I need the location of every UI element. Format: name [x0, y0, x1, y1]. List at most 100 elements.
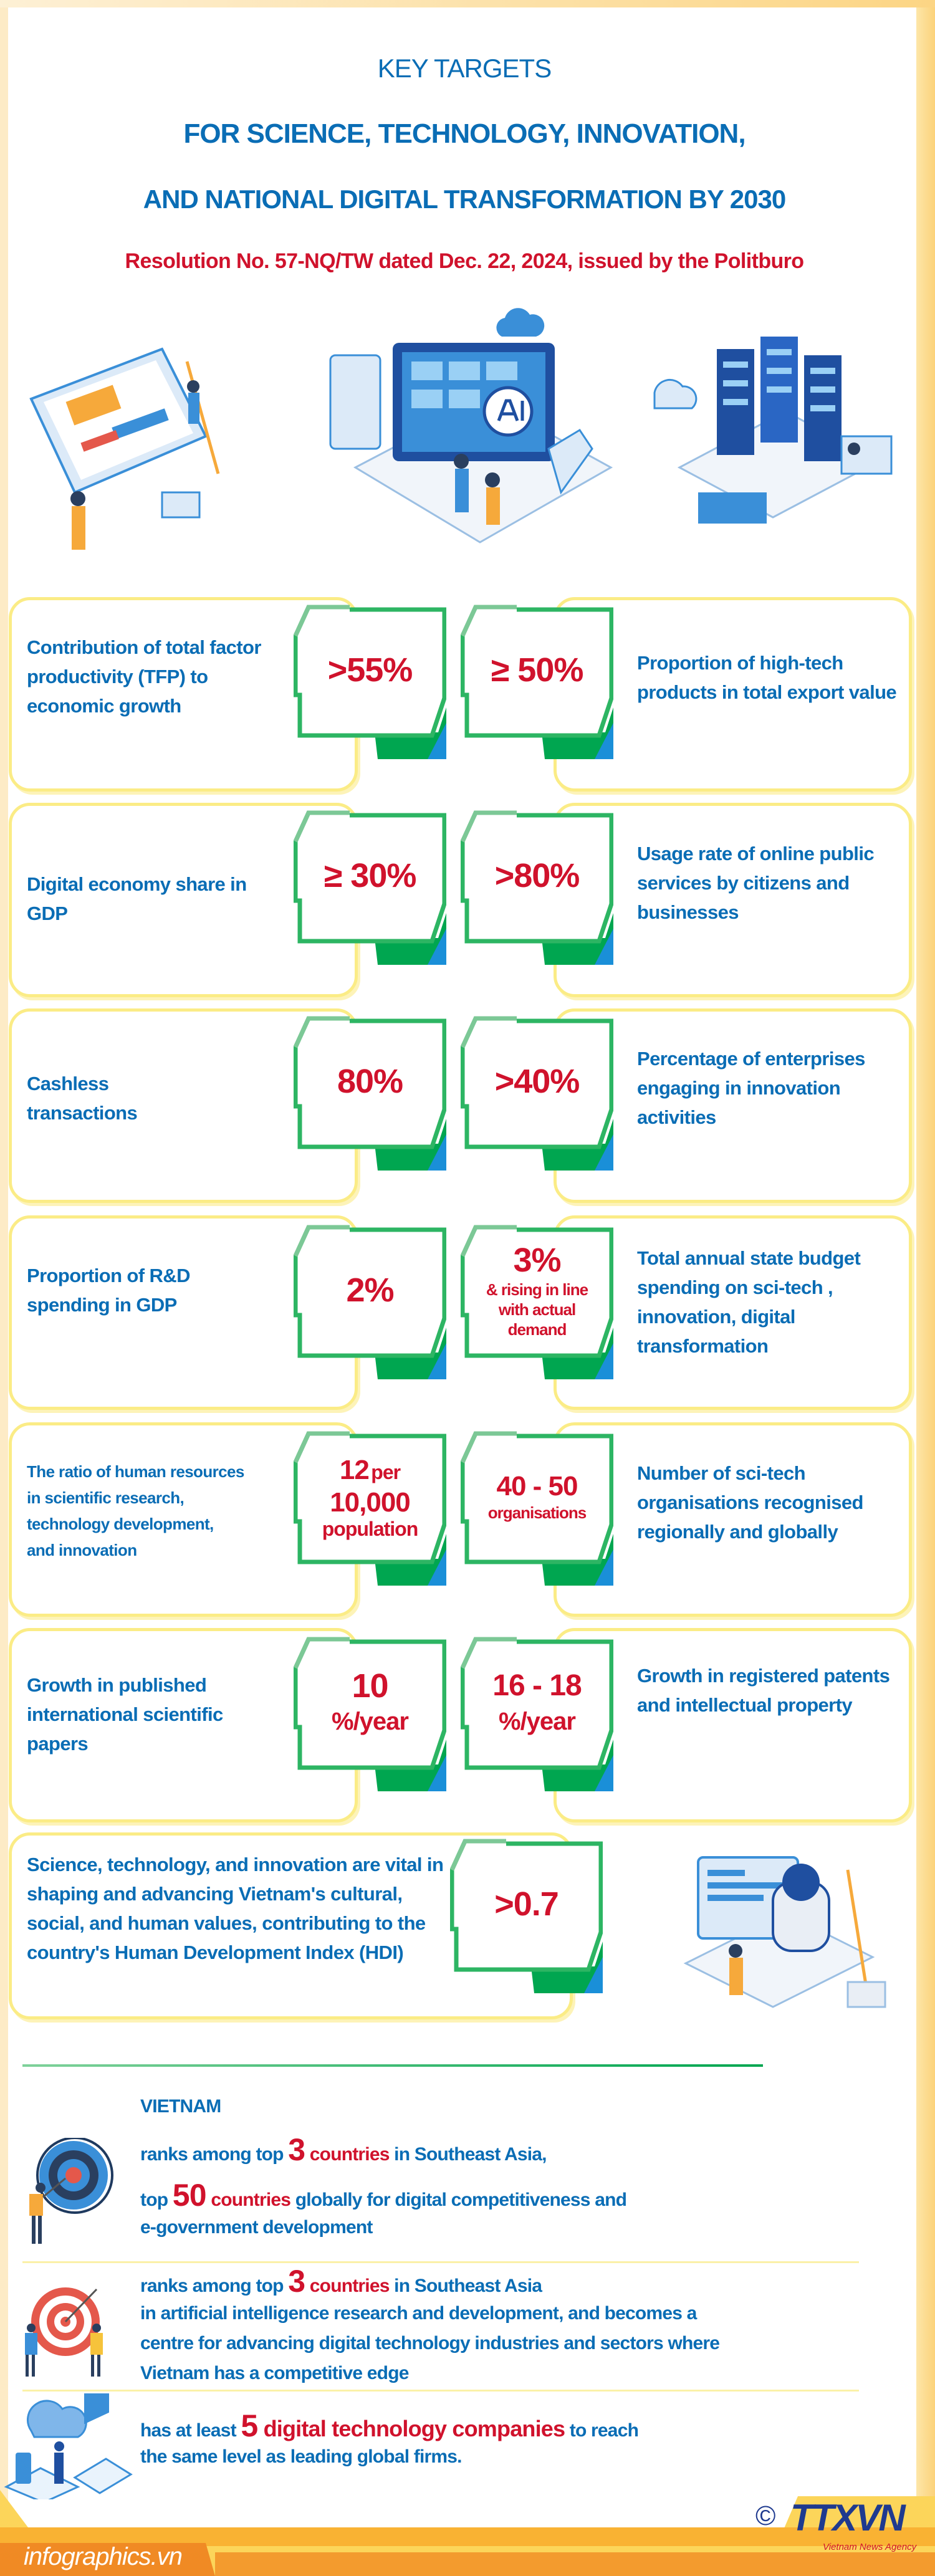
target-value-unit: per — [371, 1461, 401, 1483]
value-frame-icon — [461, 810, 613, 965]
agency-name: Vietnam News Agency — [823, 2542, 917, 2552]
page-title-line1: FOR SCIENCE, TECHNOLOGY, INNOVATION, — [183, 118, 746, 149]
kicker-title: KEY TARGETS — [377, 54, 552, 83]
highlight-number: 3 — [288, 2264, 305, 2299]
target-label: Usage rate of online public services by … — [637, 843, 875, 923]
cloud-devices-icon — [4, 2393, 133, 2499]
target-value: 3% — [513, 1242, 561, 1279]
highlight-number: 3 — [288, 2132, 305, 2167]
vietnam-item3-line2: the same level as leading global firms. — [140, 2446, 462, 2467]
vietnam-item1-line2: top 50 countries globally for digital co… — [140, 2180, 910, 2215]
vietnam-item2-line1: ranks among top 3 countries in Southeast… — [140, 2266, 910, 2301]
value-frame-icon — [294, 605, 446, 759]
target-value-line3: population — [322, 1518, 419, 1540]
target-value: 2% — [346, 1271, 394, 1309]
target-label: Contribution of total factor productivit… — [27, 636, 261, 717]
copyright-icon: © — [755, 2501, 776, 2531]
server-cloud-illustration — [653, 337, 893, 524]
target-value-box: >80% — [461, 810, 613, 965]
highlight-text: countries — [305, 2144, 390, 2165]
target-value-box: 80% — [294, 1016, 446, 1171]
page-frame-right — [916, 0, 935, 2576]
target-value-line2: 10,000 — [330, 1487, 411, 1518]
target-value-box: >55% — [294, 605, 446, 759]
text: ranks among top — [140, 2144, 289, 2165]
target-value: >40% — [494, 1063, 580, 1100]
text: in Southeast Asia, — [389, 2144, 547, 2165]
page-frame-top — [0, 0, 935, 7]
page-title-line2: AND NATIONAL DIGITAL TRANSFORMATION BY 2… — [143, 184, 786, 214]
value-frame-icon — [294, 1431, 446, 1586]
vietnam-item2-line4: Vietnam has a competitive edge — [140, 2363, 409, 2383]
highlight-text: countries — [206, 2190, 291, 2210]
target-value: ≥ 50% — [491, 651, 584, 689]
target-label: Number of sci-tech organisations recogni… — [637, 1462, 863, 1543]
target-label: Growth in published international scient… — [27, 1674, 223, 1755]
section-divider — [22, 2064, 763, 2067]
footer-band — [0, 2490, 935, 2576]
site-link[interactable]: infographics.vn — [24, 2543, 183, 2570]
text: to reach — [565, 2420, 639, 2441]
target-value: >55% — [327, 651, 413, 689]
vietnam-item2-line3: centre for advancing digital technology … — [140, 2333, 720, 2353]
target-label: Total annual state budget spending on sc… — [637, 1247, 861, 1357]
target-label: Cashless transactions — [27, 1073, 138, 1124]
value-frame-icon — [450, 1839, 603, 1993]
text: in Southeast Asia — [389, 2276, 542, 2296]
value-frame-icon — [461, 1016, 613, 1171]
value-frame-icon — [294, 1225, 446, 1379]
target-value-box: ≥ 30% — [294, 810, 446, 965]
bullseye-team-icon — [25, 2287, 103, 2377]
highlight-text: countries — [305, 2276, 390, 2296]
value-frame-icon — [461, 1225, 613, 1379]
text: top — [140, 2190, 173, 2210]
page-frame-left — [0, 0, 8, 2576]
text: globally for digital competitiveness and — [290, 2190, 627, 2210]
target-value-note: organisations — [487, 1503, 587, 1522]
vietnam-item1-line3: e-government development — [140, 2217, 373, 2238]
highlight-text: digital technology companies — [257, 2416, 566, 2441]
value-frame-icon — [294, 1637, 446, 1791]
value-frame-icon — [461, 1431, 613, 1586]
target-value-note: %/year — [499, 1708, 576, 1735]
web-design-illustration — [29, 347, 220, 550]
ai-dashboard-illustration — [329, 308, 613, 543]
value-frame-icon — [294, 1016, 446, 1171]
target-label: Digital economy share in GDP — [27, 873, 247, 924]
item-divider — [22, 2390, 859, 2392]
target-label: The ratio of human resources in scientif… — [27, 1462, 244, 1559]
target-value-box: ≥ 50% — [461, 605, 613, 759]
target-value-note: & rising in line with actual demand — [486, 1280, 588, 1339]
value-frame-icon — [294, 810, 446, 965]
target-value: 40 - 50 — [496, 1471, 578, 1501]
target-value: >0.7 — [494, 1885, 559, 1923]
vietnam-item3-line1: has at least 5 digital technology compan… — [140, 2408, 910, 2446]
vietnam-item2-line2: in artificial intelligence research and … — [140, 2303, 697, 2324]
target-value: 10 — [352, 1667, 388, 1705]
target-value-box: 10 %/year — [294, 1637, 446, 1791]
highlight-number: 50 — [172, 2178, 207, 2213]
target-label: Proportion of R&D spending in GDP — [27, 1265, 190, 1316]
target-label: Growth in registered patents and intelle… — [637, 1665, 890, 1716]
highlight-number: 5 — [241, 2408, 258, 2443]
target-value: 12 — [339, 1455, 370, 1485]
value-frame-icon — [461, 1637, 613, 1791]
target-value-box: 3% & rising in line with actual demand — [461, 1225, 613, 1379]
vietnam-item1-line1: ranks among top 3 countries in Southeast… — [140, 2132, 910, 2170]
target-icon — [29, 2138, 113, 2244]
text: ranks among top — [140, 2276, 289, 2296]
target-value-box: 2% — [294, 1225, 446, 1379]
target-value-box: >40% — [461, 1016, 613, 1171]
target-value-box: >0.7 — [450, 1839, 603, 1993]
target-value-box: 16 - 18 %/year — [461, 1637, 613, 1791]
text: has at least — [140, 2420, 241, 2441]
robot-lab-illustration — [683, 1856, 886, 2008]
ttxvn-logo: TTXVN — [790, 2497, 906, 2539]
target-value: >80% — [494, 857, 580, 894]
target-value: 16 - 18 — [492, 1669, 582, 1702]
value-frame-icon — [461, 605, 613, 759]
target-label: Proportion of high-tech products in tota… — [637, 652, 897, 703]
target-label: Science, technology, and innovation are … — [27, 1854, 444, 1963]
target-value-note: %/year — [332, 1708, 409, 1735]
subtitle: Resolution No. 57-NQ/TW dated Dec. 22, 2… — [125, 249, 805, 273]
